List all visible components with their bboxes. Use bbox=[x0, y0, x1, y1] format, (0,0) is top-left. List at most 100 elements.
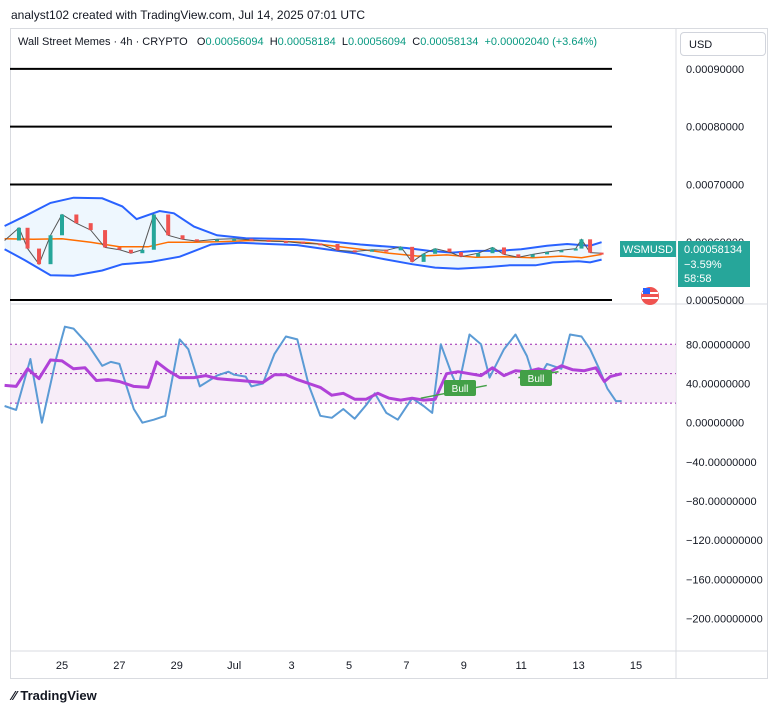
candle-body[interactable] bbox=[48, 235, 53, 265]
candle-body[interactable] bbox=[573, 248, 578, 251]
candle-body[interactable] bbox=[194, 239, 199, 242]
candle-body[interactable] bbox=[37, 248, 42, 265]
us-flag-icon[interactable] bbox=[641, 287, 659, 305]
candle-body[interactable] bbox=[74, 214, 79, 224]
price-tick-label: 0.00070000 bbox=[686, 179, 744, 191]
price-tag-change: −3.59% bbox=[684, 259, 722, 271]
candle-body[interactable] bbox=[369, 249, 374, 252]
oscillator-tick-label: 40.00000000 bbox=[686, 378, 750, 390]
candle-body[interactable] bbox=[490, 247, 495, 254]
bull-annotation-label: Bull bbox=[452, 384, 469, 395]
candle-body[interactable] bbox=[501, 247, 506, 255]
candle-body[interactable] bbox=[283, 241, 288, 244]
bull-annotation-2: Bull bbox=[520, 370, 552, 386]
oscillator-tick-label: 0.00000000 bbox=[686, 418, 744, 430]
candle-body[interactable] bbox=[180, 235, 185, 240]
time-tick-label: Jul bbox=[227, 660, 241, 672]
candle-body[interactable] bbox=[559, 250, 564, 253]
oscillator-tick-label: −200.00000000 bbox=[686, 614, 763, 626]
candle-body[interactable] bbox=[60, 214, 64, 236]
candle-body[interactable] bbox=[433, 248, 438, 254]
time-axis: 25 27 29 Jul 3 5 7 9 11 13 15 bbox=[56, 660, 642, 672]
price-tag: WSMUSD 0.00058134 −3.59% 58:58 bbox=[620, 241, 750, 287]
currency-selector[interactable]: USD bbox=[680, 32, 766, 56]
oscillator-tick-label: −80.00000000 bbox=[686, 496, 757, 508]
time-tick-label: 13 bbox=[572, 660, 584, 672]
close-label: C bbox=[412, 36, 421, 48]
tradingview-logo-icon: ⁄⁄ bbox=[12, 688, 17, 703]
oscillator-tick-label: −40.00000000 bbox=[686, 457, 757, 469]
candle-body[interactable] bbox=[232, 238, 237, 241]
price-tag-price: 0.00058134 bbox=[684, 244, 742, 256]
candle-body[interactable] bbox=[140, 249, 145, 254]
candle-body[interactable] bbox=[301, 241, 306, 244]
candle-body[interactable] bbox=[249, 238, 254, 241]
candle-body[interactable] bbox=[214, 239, 219, 242]
candle-body[interactable] bbox=[117, 247, 122, 250]
footer-brand[interactable]: ⁄⁄ TradingView bbox=[12, 688, 97, 703]
price-tick-label: 0.00090000 bbox=[686, 64, 744, 76]
candle-body[interactable] bbox=[410, 246, 415, 262]
time-tick-label: 27 bbox=[113, 660, 125, 672]
oscillator-tick-label: 80.00000000 bbox=[686, 339, 750, 351]
band-fill bbox=[4, 197, 602, 276]
candle-body[interactable] bbox=[530, 254, 535, 258]
footer-brand-label: TradingView bbox=[20, 688, 97, 703]
candle-body[interactable] bbox=[588, 239, 593, 253]
price-tick-label: 0.00080000 bbox=[686, 122, 744, 134]
candle-body[interactable] bbox=[103, 230, 108, 248]
low-label: L bbox=[341, 36, 349, 48]
oscillator-axis: 80.00000000 40.00000000 0.00000000 −40.0000… bbox=[686, 339, 763, 625]
lower-band-line[interactable] bbox=[4, 241, 602, 277]
price-axis: 0.000900000.000800000.000700000.00060000… bbox=[686, 64, 744, 307]
close-value: 0.00058134 bbox=[420, 36, 479, 48]
candle-body[interactable] bbox=[352, 250, 357, 253]
time-tick-label: 5 bbox=[346, 660, 352, 672]
time-tick-label: 11 bbox=[515, 660, 526, 672]
candle-body[interactable] bbox=[25, 227, 30, 249]
candle-body[interactable] bbox=[128, 249, 133, 254]
candle-body[interactable] bbox=[16, 227, 21, 241]
candle-body[interactable] bbox=[421, 253, 426, 262]
oscillator-tick-label: −120.00000000 bbox=[686, 535, 763, 547]
oscillator-panel[interactable] bbox=[4, 325, 676, 424]
price-panel[interactable] bbox=[4, 67, 612, 301]
time-tick-label: 3 bbox=[289, 660, 295, 672]
bull-annotation-label: Bull bbox=[528, 374, 545, 385]
candle-body[interactable] bbox=[458, 252, 463, 257]
low-value: 0.00056094 bbox=[348, 36, 407, 48]
change-value: +0.00002040 (+3.64%) bbox=[484, 36, 598, 48]
candle-body[interactable] bbox=[318, 243, 323, 246]
candle-body[interactable] bbox=[545, 252, 550, 255]
candle-body[interactable] bbox=[266, 239, 271, 242]
time-tick-label: 7 bbox=[403, 660, 409, 672]
time-tick-label: 15 bbox=[630, 660, 642, 672]
candle-body[interactable] bbox=[335, 243, 340, 251]
candle-body[interactable] bbox=[88, 223, 93, 231]
candle-body[interactable] bbox=[447, 248, 452, 253]
price-line[interactable] bbox=[4, 213, 602, 266]
symbol-legend: Wall Street Memes · 4h · CRYPTO O 0.00056… bbox=[18, 36, 597, 48]
candle-body[interactable] bbox=[516, 254, 521, 258]
bull-annotation-1: Bull bbox=[444, 380, 476, 396]
time-tick-label: 29 bbox=[171, 660, 183, 672]
candle-body[interactable] bbox=[476, 253, 481, 257]
candle-body[interactable] bbox=[398, 246, 403, 251]
basis-line[interactable] bbox=[4, 238, 602, 259]
time-tick-label: 9 bbox=[461, 660, 467, 672]
candle-body[interactable] bbox=[166, 214, 171, 236]
upper-band-line[interactable] bbox=[4, 196, 602, 254]
candle-body[interactable] bbox=[384, 249, 389, 252]
open-label: O bbox=[196, 36, 206, 48]
time-tick-label: 25 bbox=[56, 660, 68, 672]
candle-body[interactable] bbox=[599, 252, 604, 255]
oscillator-tick-label: −160.00000000 bbox=[686, 574, 763, 586]
price-tag-countdown: 58:58 bbox=[684, 273, 712, 285]
price-tag-symbol: WSMUSD bbox=[623, 244, 673, 256]
candle-body[interactable] bbox=[579, 239, 584, 249]
price-tick-label: 0.00050000 bbox=[686, 295, 744, 307]
candle-body[interactable] bbox=[151, 214, 156, 250]
symbol-title[interactable]: Wall Street Memes · 4h · CRYPTO bbox=[18, 36, 188, 48]
high-value: 0.00058184 bbox=[277, 36, 336, 48]
